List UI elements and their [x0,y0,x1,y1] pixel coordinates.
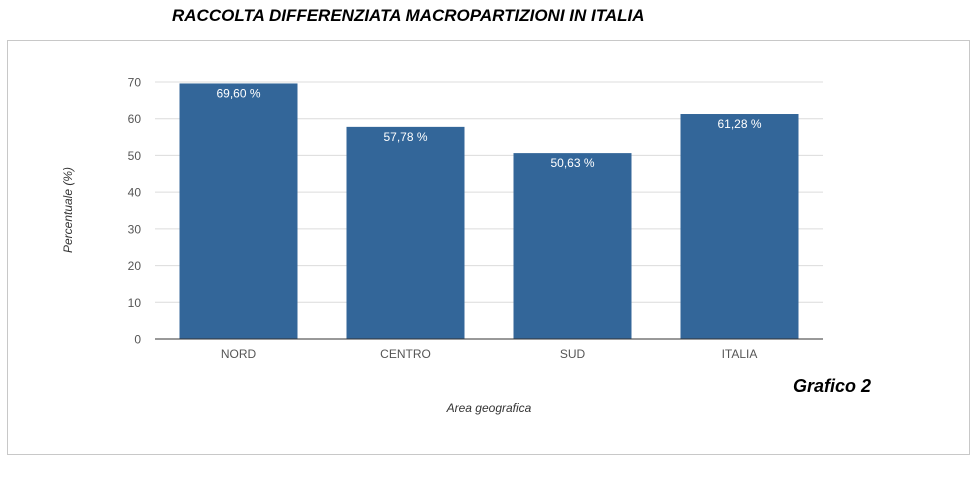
x-tick-label: CENTRO [380,347,431,361]
bar-centro [346,126,465,339]
y-axis-label: Percentuale (%) [61,167,75,253]
y-tick-label: 60 [128,112,142,126]
bars: 69,60 % 57,78 % 50,63 % 61,28 % [179,83,799,340]
x-axis-label: Area geografica [446,401,532,415]
figure-caption: Grafico 2 [793,376,872,396]
bar-value-label: 57,78 % [383,130,427,144]
y-tick-label: 70 [128,76,142,90]
y-tick-label: 50 [128,149,142,163]
x-tick-label: NORD [221,347,257,361]
chart-title: RACCOLTA DIFFERENZIATA MACROPARTIZIONI I… [172,6,645,25]
bar-sud [513,153,632,339]
y-tick-label: 30 [128,222,142,236]
y-tick-label: 40 [128,186,142,200]
bar-value-label: 50,63 % [550,156,594,170]
y-tick-label: 20 [128,259,142,273]
y-tick-label: 10 [128,296,142,310]
chart-frame [7,40,970,455]
x-tick-label: ITALIA [722,347,758,361]
bar-value-label: 61,28 % [717,117,761,131]
x-axis-ticks: NORD CENTRO SUD ITALIA [221,347,758,361]
x-tick-label: SUD [560,347,586,361]
y-axis-ticks: 0 10 20 30 40 50 60 70 [128,76,142,347]
y-tick-label: 0 [134,333,141,347]
bar-nord [179,83,298,340]
bar-italia [680,114,799,339]
bar-value-label: 69,60 % [216,86,260,100]
